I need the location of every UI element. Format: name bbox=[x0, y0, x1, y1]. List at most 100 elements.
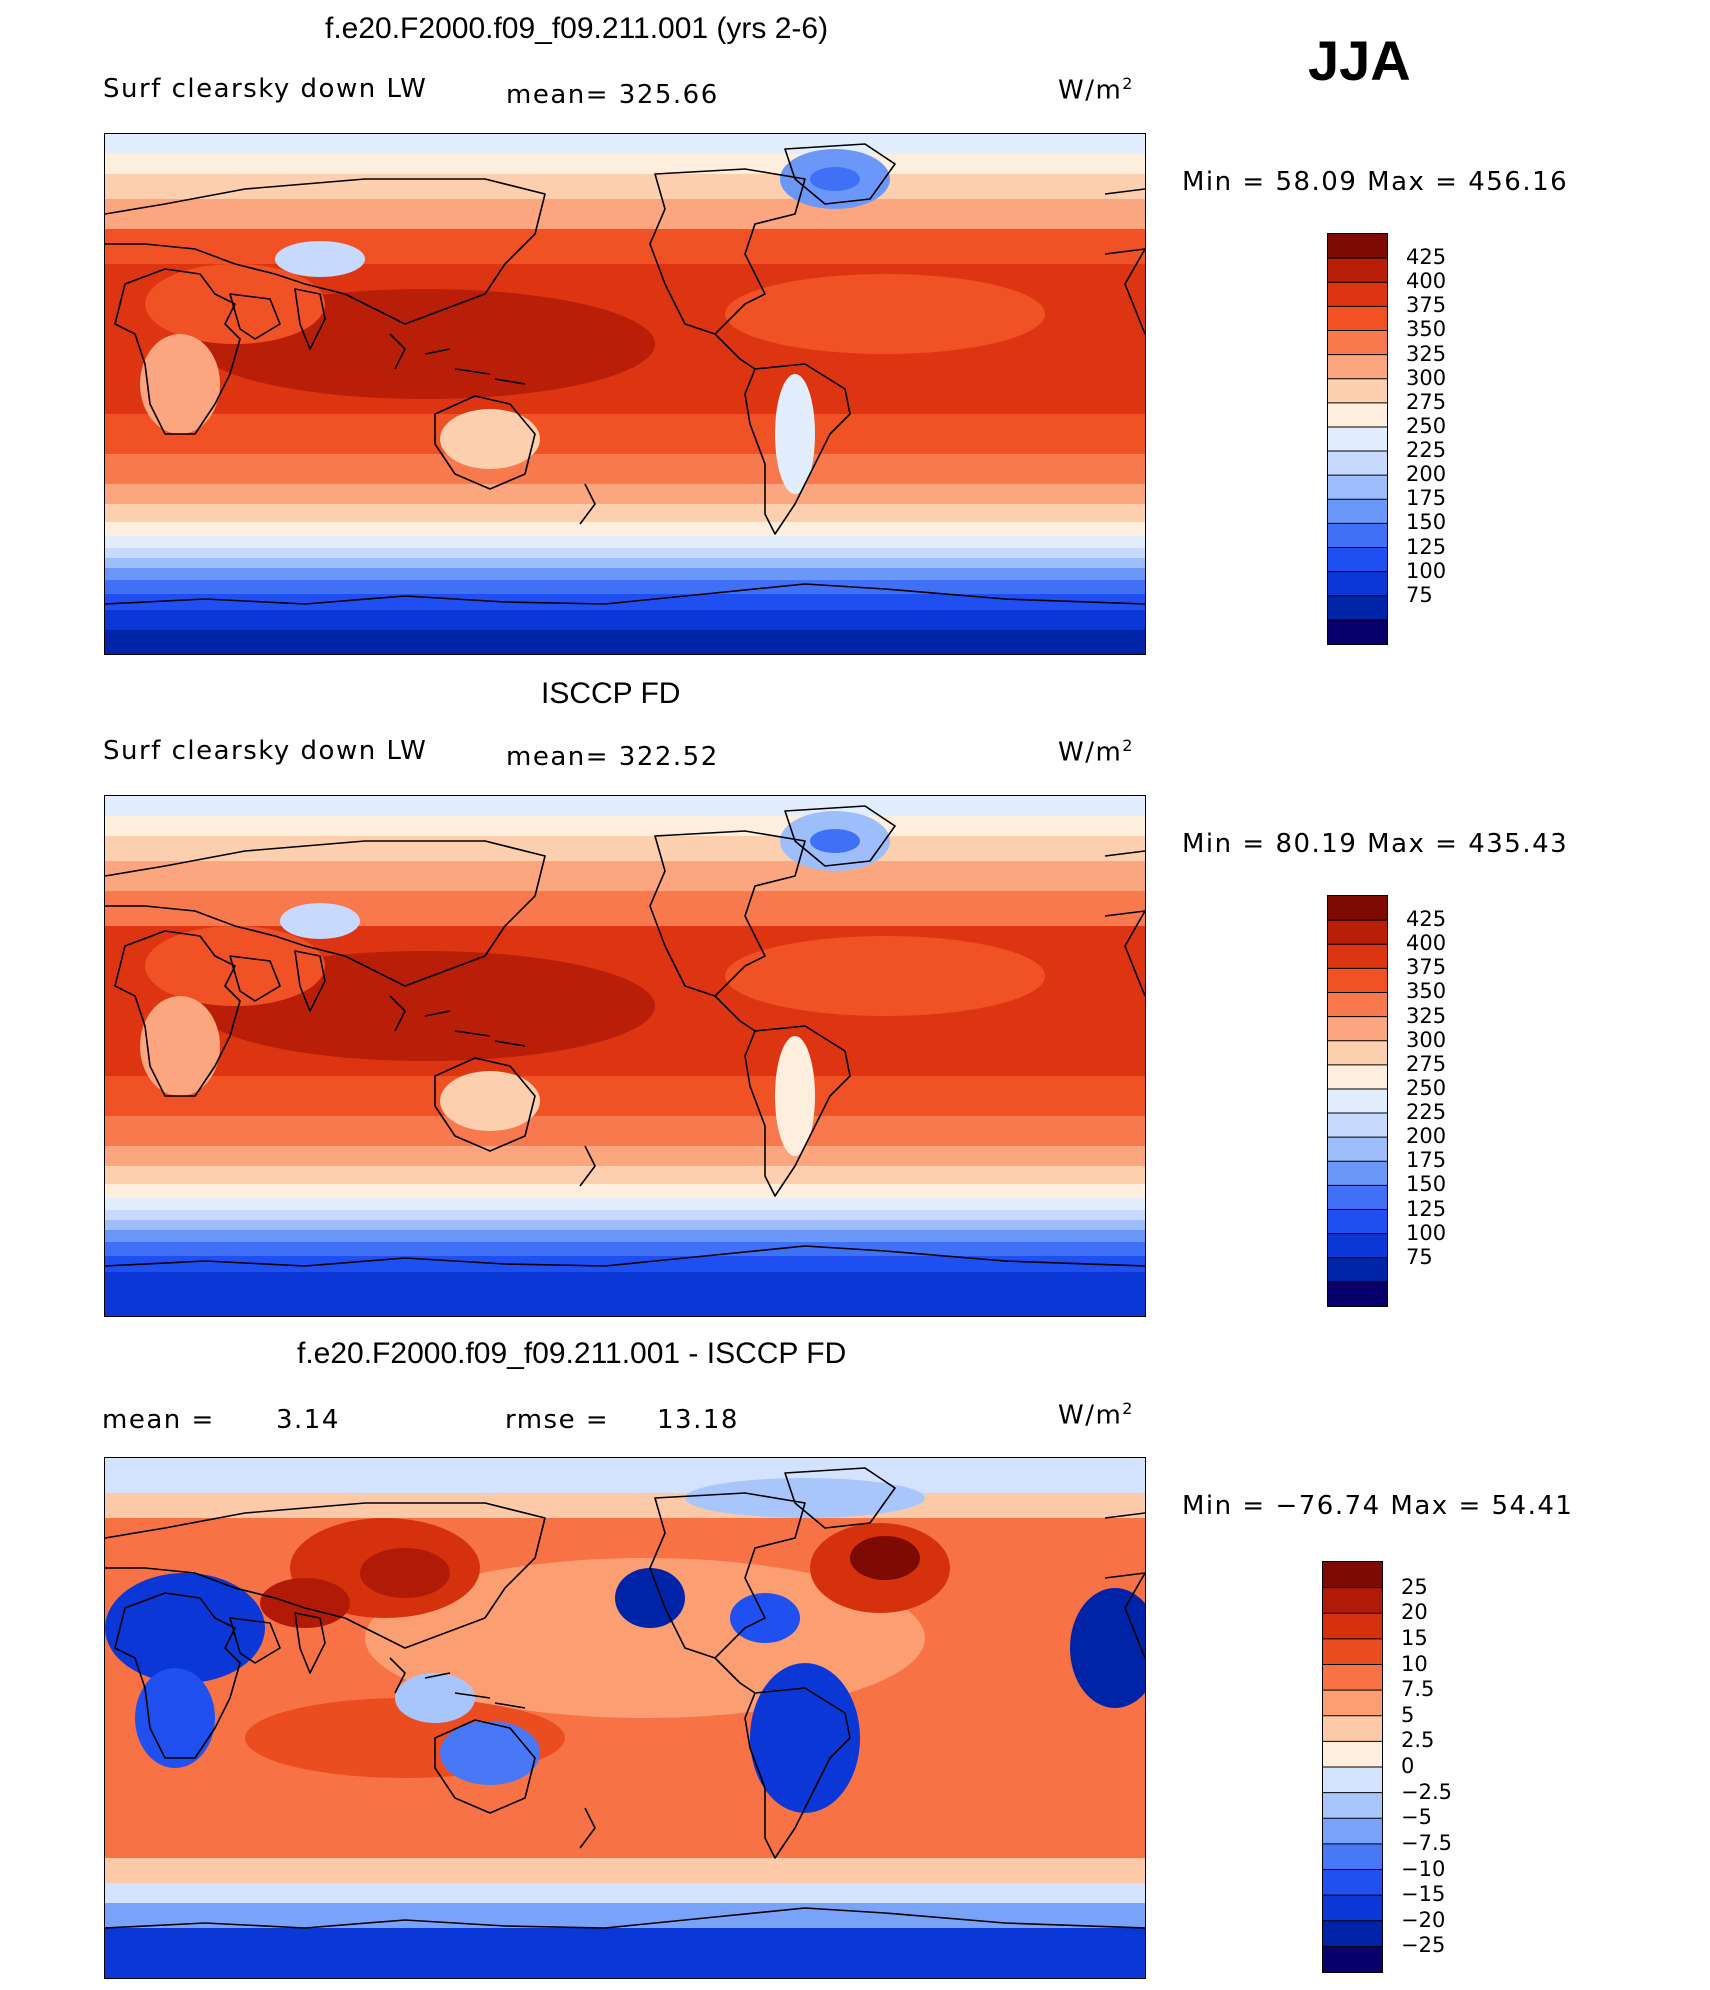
colorbar-tick-label: −2.5 bbox=[1401, 1779, 1452, 1804]
panel-1-units: W/m2 bbox=[1058, 74, 1134, 106]
colorbar-swatch bbox=[1328, 547, 1387, 573]
field-band bbox=[105, 1272, 1145, 1292]
field-band bbox=[105, 1493, 1145, 1518]
field-band bbox=[105, 1220, 1145, 1230]
coastline bbox=[744, 1687, 851, 1859]
colorbar-tick-label: −10 bbox=[1401, 1856, 1446, 1881]
coastline bbox=[229, 955, 281, 1002]
panel-1-variable: Surf clearsky down LW bbox=[103, 74, 428, 104]
panel-1-title: f.e20.F2000.f09_f09.211.001 (yrs 2-6) bbox=[325, 12, 829, 45]
coastline bbox=[579, 483, 596, 525]
coastline bbox=[104, 1245, 1146, 1267]
field-band bbox=[105, 199, 1145, 229]
colorbar-tick-label: 200 bbox=[1406, 462, 1447, 487]
colorbar-tick-label: 350 bbox=[1406, 317, 1447, 342]
field-patch bbox=[725, 936, 1045, 1016]
colorbar-tick-label: 100 bbox=[1406, 558, 1447, 583]
field-patch bbox=[685, 1478, 925, 1518]
coastline bbox=[114, 268, 241, 435]
panel-2-title: ISCCP FD bbox=[541, 677, 681, 710]
field-band bbox=[105, 154, 1145, 174]
panel-2-mean: mean= 322.52 bbox=[506, 742, 719, 772]
colorbar-swatch bbox=[1328, 306, 1387, 331]
field-band bbox=[105, 1858, 1145, 1883]
colorbar-swatch bbox=[1328, 330, 1387, 356]
panel-3-minmax: Min = −76.74 Max = 54.41 bbox=[1182, 1491, 1574, 1521]
colorbar-tick-label: 5 bbox=[1401, 1702, 1415, 1727]
colorbar-swatch bbox=[1323, 1715, 1382, 1742]
colorbar-swatch bbox=[1323, 1843, 1382, 1870]
colorbar-swatch bbox=[1328, 920, 1387, 945]
colorbar-tick-label: −25 bbox=[1401, 1933, 1446, 1958]
colorbar-tick-label: 325 bbox=[1406, 341, 1447, 366]
colorbar-tick-label: 150 bbox=[1406, 1172, 1447, 1197]
field-band bbox=[105, 796, 1145, 816]
tibetan-plateau-patch bbox=[280, 903, 360, 939]
coastline bbox=[784, 805, 896, 867]
colorbar-swatch bbox=[1328, 282, 1387, 307]
colorbar-swatch bbox=[1328, 619, 1387, 645]
colorbar-swatch bbox=[1323, 1613, 1382, 1640]
coastline bbox=[294, 288, 326, 350]
colorbar-tick-label: −5 bbox=[1401, 1805, 1432, 1830]
colorbar-tick-label: 7.5 bbox=[1401, 1677, 1435, 1702]
field-band bbox=[105, 548, 1145, 558]
colorbar-swatch bbox=[1328, 402, 1387, 428]
colorbar-swatch bbox=[1328, 1064, 1387, 1090]
colorbar-tick-label: 275 bbox=[1406, 389, 1447, 414]
colorbar-tick-label: 175 bbox=[1406, 1148, 1447, 1173]
colorbar-tick-label: 100 bbox=[1406, 1220, 1447, 1245]
coastline bbox=[649, 1492, 806, 1659]
panel-1-minmax: Min = 58.09 Max = 456.16 bbox=[1182, 167, 1569, 197]
field-band bbox=[105, 816, 1145, 836]
coastline bbox=[579, 1807, 596, 1849]
season-label: JJA bbox=[1308, 29, 1411, 92]
coastline bbox=[434, 395, 536, 490]
field-band bbox=[105, 1210, 1145, 1220]
field-patch bbox=[1070, 1588, 1160, 1708]
coastline bbox=[1104, 188, 1146, 335]
colorbar-tick-label: 75 bbox=[1406, 582, 1433, 607]
colorbar-swatch bbox=[1328, 944, 1387, 969]
australia-patch bbox=[440, 1071, 540, 1131]
field-band bbox=[105, 229, 1145, 264]
colorbar-tick-label: 225 bbox=[1406, 438, 1447, 463]
field-band bbox=[105, 891, 1145, 926]
colorbar-swatch bbox=[1328, 1281, 1387, 1307]
colorbar-swatch bbox=[1328, 378, 1387, 404]
panel-2-units-text: W/m bbox=[1058, 737, 1123, 768]
coastline bbox=[389, 333, 526, 385]
colorbar-tick-label: 275 bbox=[1406, 1051, 1447, 1076]
colorbar-tick-label: 0 bbox=[1401, 1754, 1415, 1778]
colorbar-swatch bbox=[1328, 1161, 1387, 1186]
field-patch bbox=[135, 1668, 215, 1768]
panel-1-colorbar bbox=[1327, 233, 1388, 645]
greenland-core bbox=[810, 829, 860, 853]
field-band bbox=[105, 454, 1145, 484]
greenland-core bbox=[810, 167, 860, 191]
colorbar-swatch bbox=[1323, 1664, 1382, 1691]
andes-patch bbox=[775, 1036, 815, 1156]
colorbar-tick-label: 250 bbox=[1406, 1075, 1447, 1100]
colorbar-swatch bbox=[1328, 451, 1387, 476]
colorbar-swatch bbox=[1328, 595, 1387, 621]
panel-3-rmse-value: 13.18 bbox=[657, 1405, 739, 1435]
australia-patch bbox=[440, 409, 540, 469]
panel-1-map bbox=[104, 133, 1146, 655]
field-band bbox=[105, 1230, 1145, 1242]
colorbar-tick-label: 425 bbox=[1406, 245, 1447, 270]
field-band bbox=[105, 1883, 1145, 1903]
field-band bbox=[105, 174, 1145, 199]
coastline bbox=[389, 995, 526, 1047]
coastline bbox=[649, 830, 806, 997]
panel-3-units-text: W/m bbox=[1058, 1400, 1123, 1431]
panel-3-map-field bbox=[104, 1458, 1160, 1978]
colorbar-tick-label: −20 bbox=[1401, 1907, 1446, 1932]
colorbar-tick-label: 375 bbox=[1406, 293, 1447, 318]
field-band bbox=[105, 568, 1145, 580]
colorbar-swatch bbox=[1328, 499, 1387, 524]
coastline bbox=[784, 143, 896, 205]
southern-africa-patch bbox=[140, 996, 220, 1096]
panel-3-title: f.e20.F2000.f09_f09.211.001 - ISCCP FD bbox=[297, 1337, 847, 1370]
field-band bbox=[105, 1184, 1145, 1198]
